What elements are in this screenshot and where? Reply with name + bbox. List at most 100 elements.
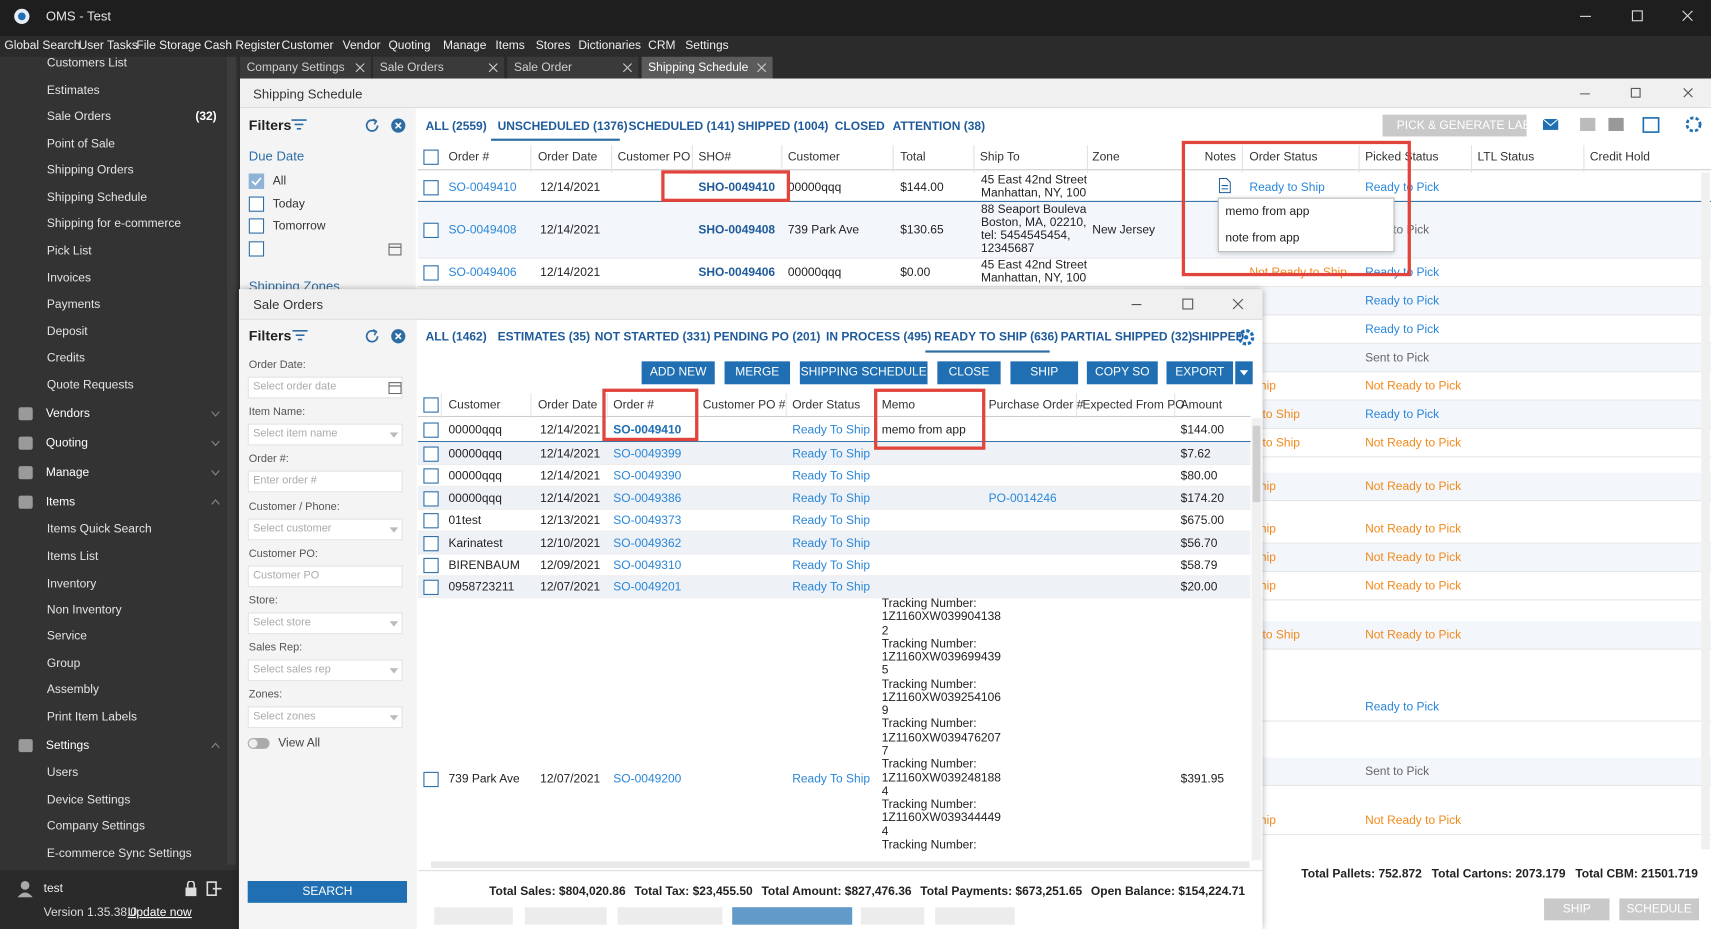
- sidebar-item[interactable]: Credits: [47, 350, 85, 365]
- order-link[interactable]: SO-0049310: [613, 558, 681, 573]
- menu-item[interactable]: Vendor: [343, 38, 381, 53]
- toolbar-button-label[interactable]: SHIP: [1010, 365, 1078, 380]
- sidebar-item[interactable]: Group: [47, 656, 80, 671]
- menu-item[interactable]: File Storage: [136, 38, 201, 53]
- sidebar-item[interactable]: Inventory: [47, 576, 96, 591]
- toolbar-button-label[interactable]: SHIPPING SCHEDULE: [800, 365, 928, 380]
- sidebar-item[interactable]: Estimates: [47, 83, 100, 98]
- checkbox[interactable]: [423, 397, 438, 412]
- order-link[interactable]: SO-0049200: [613, 772, 681, 787]
- table-row[interactable]: [418, 598, 1251, 862]
- doc-tab-label[interactable]: Sale Order: [514, 60, 572, 75]
- menu-item[interactable]: CRM: [648, 38, 675, 53]
- status-tab[interactable]: SHIPPED (1004): [738, 119, 829, 134]
- checkbox[interactable]: [423, 491, 438, 506]
- status-tab[interactable]: READY TO SHIP (636): [934, 330, 1058, 345]
- checkbox[interactable]: [423, 468, 438, 483]
- toolbar-button-label[interactable]: COPY SO: [1087, 365, 1158, 380]
- status-tab[interactable]: ALL (2559): [426, 119, 487, 134]
- status-tab[interactable]: PARTIAL SHIPPED (32): [1061, 330, 1193, 345]
- checkbox[interactable]: [423, 580, 438, 595]
- menu-item[interactable]: Stores: [536, 38, 571, 53]
- doc-tab-label[interactable]: Shipping Schedule: [648, 60, 748, 75]
- order-link[interactable]: SO-0049362: [613, 535, 681, 550]
- order-link[interactable]: SO-0049386: [613, 491, 681, 506]
- po-link[interactable]: PO-0014246: [989, 491, 1057, 506]
- order-link[interactable]: SO-0049408: [448, 223, 516, 238]
- status-tab[interactable]: IN PROCESS (495): [826, 330, 931, 345]
- checkbox[interactable]: [423, 150, 438, 165]
- status-tab[interactable]: ESTIMATES (35): [498, 330, 590, 345]
- sidebar-item[interactable]: Users: [47, 765, 78, 780]
- sidebar-item[interactable]: Point of Sale: [47, 136, 115, 151]
- sidebar-item[interactable]: Items Quick Search: [47, 522, 152, 537]
- order-link[interactable]: SO-0049373: [613, 513, 681, 528]
- menu-item[interactable]: Global Search: [4, 38, 80, 53]
- order-link[interactable]: SO-0049406: [448, 265, 516, 280]
- menu-item[interactable]: Cash Register: [204, 38, 280, 53]
- sidebar-item[interactable]: Device Settings: [47, 793, 130, 808]
- sidebar-item[interactable]: E-commerce Sync Settings: [47, 846, 192, 861]
- checkbox[interactable]: [249, 218, 264, 233]
- toolbar-button-label[interactable]: CLOSE: [937, 365, 1000, 380]
- sidebar-item[interactable]: Shipping for e-commerce: [47, 216, 181, 231]
- status-tab[interactable]: SCHEDULED (141): [629, 119, 735, 134]
- sidebar-item[interactable]: Shipping Orders: [47, 163, 134, 178]
- sidebar-item[interactable]: Items List: [47, 549, 98, 564]
- checkbox[interactable]: [423, 558, 438, 573]
- order-link[interactable]: SO-0049390: [613, 468, 681, 483]
- sidebar-item[interactable]: Service: [47, 629, 87, 644]
- update-link[interactable]: Update now: [128, 905, 192, 920]
- menu-item[interactable]: Manage: [443, 38, 486, 53]
- sidebar-item[interactable]: Payments: [47, 297, 100, 312]
- status-tab[interactable]: PENDING PO (201): [714, 330, 821, 345]
- order-link[interactable]: SO-0049399: [613, 446, 681, 461]
- sidebar-item[interactable]: Shipping Schedule: [47, 190, 147, 205]
- status-tab[interactable]: ATTENTION (38): [893, 119, 985, 134]
- checkbox[interactable]: [423, 223, 438, 238]
- sidebar-item[interactable]: Deposit: [47, 324, 88, 339]
- sidebar-item[interactable]: Invoices: [47, 271, 91, 286]
- footer-button-label[interactable]: SCHEDULE: [1619, 902, 1699, 917]
- status-tab[interactable]: ALL (1462): [426, 330, 487, 345]
- checkbox[interactable]: [249, 197, 264, 212]
- checkbox[interactable]: [423, 446, 438, 461]
- doc-tab-label[interactable]: Sale Orders: [380, 60, 444, 75]
- sidebar-section[interactable]: Settings: [46, 738, 89, 753]
- toolbar-button-label[interactable]: MERGE: [725, 365, 790, 380]
- menu-item[interactable]: Items: [495, 38, 524, 53]
- footer-button-label[interactable]: SHIP: [1544, 902, 1609, 917]
- status-tab[interactable]: NOT STARTED (331): [595, 330, 711, 345]
- doc-tab-label[interactable]: Company Settings: [247, 60, 345, 75]
- checkbox[interactable]: [249, 241, 264, 256]
- sidebar-section[interactable]: Quoting: [46, 436, 88, 451]
- checkbox[interactable]: [423, 422, 438, 437]
- menu-item[interactable]: Customer: [282, 38, 334, 53]
- sidebar-item[interactable]: Sale Orders: [47, 109, 111, 124]
- sidebar-item[interactable]: Print Item Labels: [47, 710, 137, 725]
- sidebar-item[interactable]: Quote Requests: [47, 378, 134, 393]
- checkbox[interactable]: [423, 265, 438, 280]
- menu-item[interactable]: Dictionaries: [578, 38, 641, 53]
- checkbox[interactable]: [423, 513, 438, 528]
- status-tab[interactable]: CLOSED: [835, 119, 885, 134]
- sidebar-item[interactable]: Non Inventory: [47, 603, 122, 618]
- toolbar-button-label[interactable]: EXPORT: [1166, 365, 1233, 380]
- order-link[interactable]: SO-0049201: [613, 580, 681, 595]
- menu-item[interactable]: User Tasks: [79, 38, 138, 53]
- sidebar-section[interactable]: Manage: [46, 465, 89, 480]
- order-link[interactable]: SO-0049410: [448, 180, 516, 195]
- toolbar-button-label[interactable]: ADD NEW: [642, 365, 715, 380]
- checkbox[interactable]: [423, 772, 438, 787]
- checkbox[interactable]: [423, 180, 438, 195]
- sidebar-section[interactable]: Items: [46, 495, 75, 510]
- sho-link[interactable]: SHO-0049408: [698, 223, 775, 238]
- sidebar-item[interactable]: Company Settings: [47, 819, 145, 834]
- sidebar-item[interactable]: Customers List: [47, 56, 127, 71]
- menu-item[interactable]: Quoting: [388, 38, 430, 53]
- sho-link[interactable]: SHO-0049406: [698, 265, 775, 280]
- status-tab[interactable]: UNSCHEDULED (1376): [498, 119, 628, 134]
- menu-item[interactable]: Settings: [685, 38, 728, 53]
- checkbox[interactable]: [423, 535, 438, 550]
- search-button-label[interactable]: SEARCH: [248, 884, 407, 899]
